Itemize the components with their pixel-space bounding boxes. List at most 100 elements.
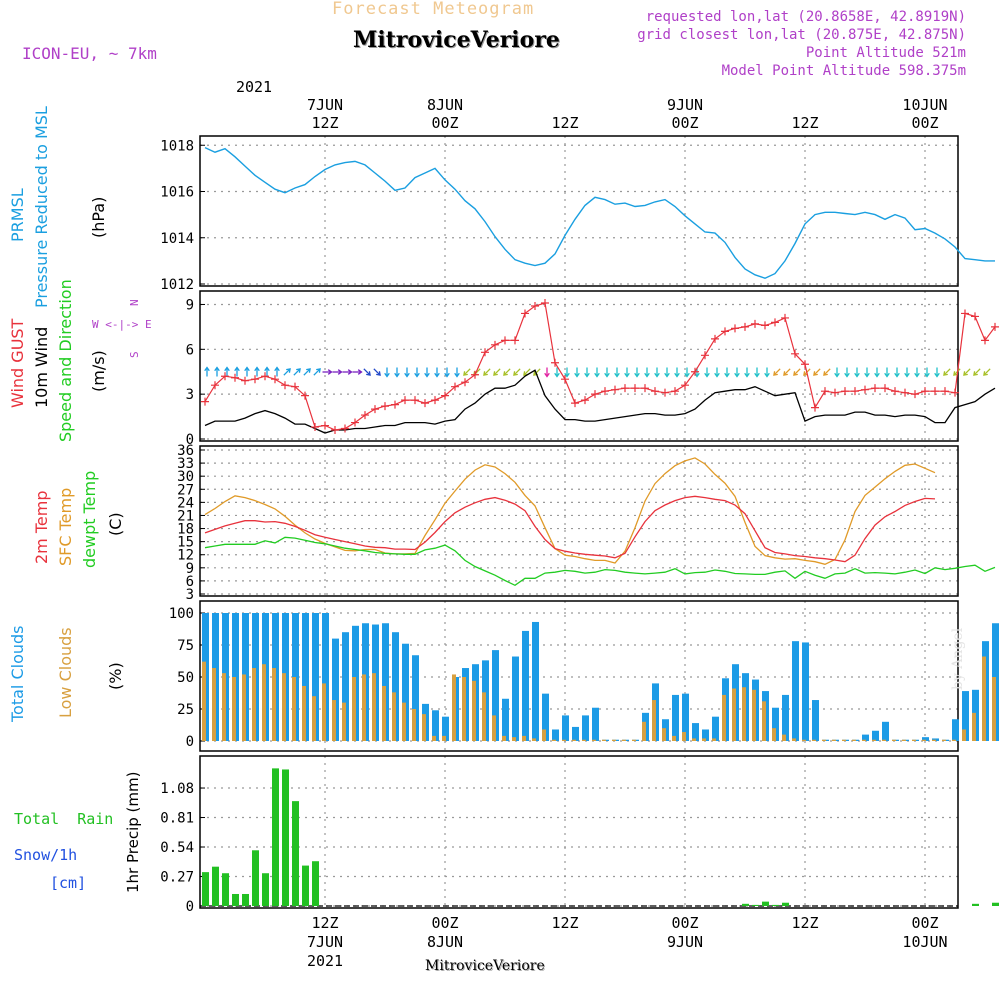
- wind-arrow-head: [674, 372, 680, 378]
- low-cloud-bar: [852, 739, 856, 741]
- low-cloud-bar: [202, 661, 206, 741]
- compass-n: N: [128, 299, 141, 306]
- gust-marker: [761, 321, 769, 330]
- wind-direction-arrow: [363, 368, 371, 376]
- bottom-hour-label: 12Z: [311, 914, 338, 932]
- wind-arrow-head: [264, 366, 270, 372]
- bottom-date-label: 7JUN: [307, 933, 343, 951]
- gust-marker: [661, 388, 669, 397]
- wind-arrow-head: [554, 372, 560, 378]
- bottom-date-label: 9JUN: [667, 933, 703, 951]
- gust-marker: [561, 375, 569, 384]
- y-tick-label: 75: [177, 638, 194, 654]
- wind-direction-arrow: [513, 368, 521, 376]
- low-cloud-bar: [522, 735, 526, 741]
- wind-arrow-head: [376, 371, 381, 376]
- gust-marker: [501, 336, 509, 345]
- wind-direction-arrow: [463, 368, 471, 376]
- wind-arrow-head: [204, 366, 210, 372]
- gust-marker: [771, 318, 779, 327]
- low-cloud-bar: [472, 680, 476, 741]
- pressure-line: [204, 146, 995, 279]
- total-cloud-bar: [792, 641, 799, 741]
- y-tick-label: 3: [186, 387, 194, 403]
- gust-marker: [811, 403, 819, 412]
- gust-marker: [461, 378, 469, 387]
- low-cloud-bar: [752, 689, 756, 741]
- low-cloud-bar: [612, 739, 616, 741]
- wind-arrow-head: [564, 372, 570, 378]
- gust-marker: [211, 381, 219, 390]
- total-cloud-bar: [342, 632, 349, 741]
- total-cloud-bar: [682, 693, 689, 741]
- rain-bar: [292, 801, 299, 906]
- low-cloud-bar: [272, 668, 276, 741]
- low-cloud-bar: [232, 677, 236, 741]
- low-cloud-bar: [582, 739, 586, 741]
- wind-direction-arrow: [533, 368, 541, 376]
- wind-arrow-head: [654, 372, 660, 378]
- rain-bar: [212, 866, 219, 906]
- wind-arrow-head: [614, 372, 620, 378]
- low-cloud-bar: [652, 700, 656, 741]
- low-cloud-bar: [792, 738, 796, 741]
- wind-arrow-head: [296, 368, 301, 373]
- grid-word: grid: [637, 27, 671, 43]
- gust-marker: [911, 390, 919, 399]
- gust-marker: [261, 372, 269, 381]
- top-hour-label: 12Z: [791, 114, 818, 132]
- total-cloud-bar: [442, 716, 449, 741]
- low-cloud-bar: [242, 674, 246, 741]
- panel-pressure: [199, 135, 959, 287]
- gust-marker: [291, 382, 299, 391]
- low-cloud-bar: [772, 728, 776, 741]
- total-cloud-bar: [922, 737, 929, 741]
- temp2m-label: 2m Temp: [32, 490, 51, 565]
- total-cloud-bar: [312, 613, 319, 741]
- total-cloud-bar: [542, 693, 549, 741]
- wind-arrow-head: [584, 372, 590, 378]
- y-tick-label: 12: [177, 548, 194, 564]
- gust-marker: [701, 351, 709, 360]
- gust-marker: [611, 385, 619, 394]
- wind-arrow-head: [604, 372, 610, 378]
- total-cloud-bar: [962, 691, 969, 741]
- bottom-date-label: 8JUN: [427, 933, 463, 951]
- rain-bar: [252, 850, 259, 906]
- low-cloud-bar: [562, 739, 566, 741]
- low-cloud-bar: [382, 685, 386, 741]
- rain-bar: [242, 893, 249, 906]
- wind-arrow-head: [337, 369, 343, 375]
- gust-marker: [351, 418, 359, 427]
- wind-arrow-head: [366, 371, 371, 376]
- total-cloud-bar: [512, 656, 519, 741]
- model-point-altitude: Model Point Altitude 598.375m: [721, 63, 966, 79]
- gust-marker: [481, 348, 489, 357]
- gust-marker: [751, 319, 759, 328]
- total-clouds-label: Total Clouds: [8, 625, 27, 723]
- low-cloud-bar: [632, 739, 636, 741]
- wind-arrow-head: [783, 371, 788, 376]
- gust-marker: [551, 358, 559, 367]
- wind-arrow-head: [234, 366, 240, 372]
- gust-marker: [781, 313, 789, 322]
- gust-marker: [541, 298, 549, 307]
- y-tick-label: 18: [177, 522, 194, 538]
- gust-marker: [951, 388, 959, 397]
- gust-marker: [411, 396, 419, 405]
- gust-marker: [741, 322, 749, 331]
- total-cloud-bar: [392, 632, 399, 741]
- rain-bar: [262, 873, 269, 906]
- low-cloud-bar: [402, 702, 406, 741]
- model-name: ICON-EU, ~ 7km: [22, 44, 157, 63]
- dewpt-line: [204, 536, 996, 587]
- wind-arrow-head: [594, 372, 600, 378]
- wind-arrow-head: [953, 371, 958, 376]
- wind-arrow-head: [357, 369, 363, 375]
- wind-arrow-head: [803, 371, 808, 376]
- y-tick-label: 100: [169, 606, 194, 622]
- rain-bar: [752, 904, 759, 906]
- wind-arrow-head: [327, 369, 333, 375]
- low-cloud-bar: [922, 739, 926, 741]
- gust-marker: [381, 402, 389, 411]
